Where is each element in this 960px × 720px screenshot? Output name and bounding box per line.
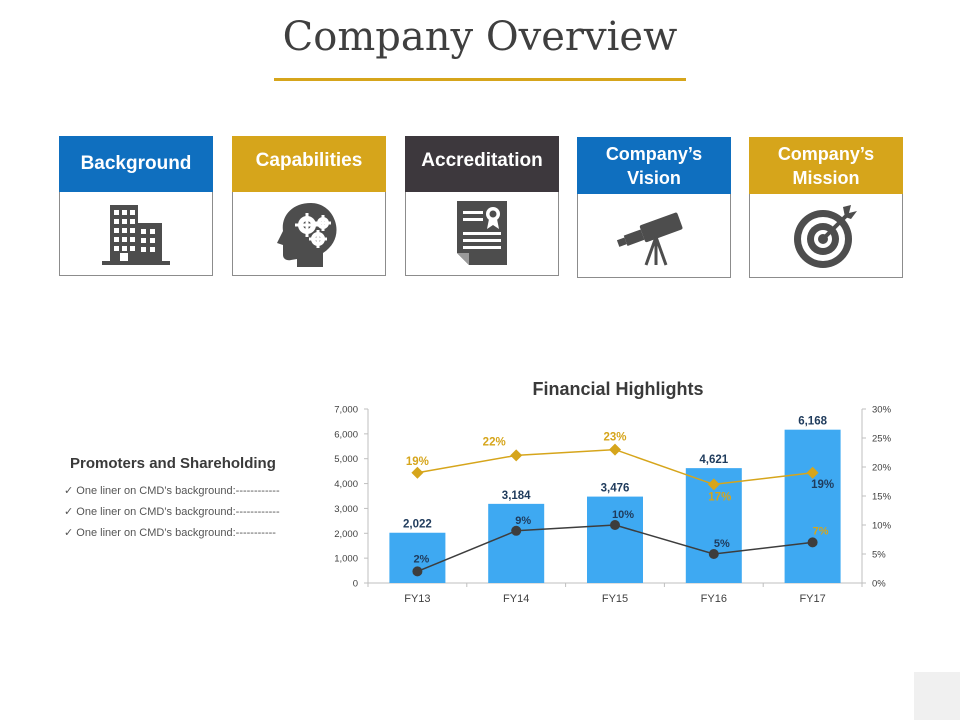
bar bbox=[784, 429, 841, 583]
promoters-title: Promoters and Shareholding bbox=[70, 455, 276, 472]
x-tick-label: FY16 bbox=[701, 593, 727, 605]
line-data-label: 17% bbox=[708, 491, 731, 503]
x-tick-label: FY17 bbox=[799, 593, 825, 605]
series-line bbox=[417, 448, 813, 486]
right-tick-label: 5% bbox=[872, 550, 886, 561]
line-marker bbox=[609, 443, 621, 456]
card-mission-body bbox=[749, 194, 903, 278]
left-tick-label: 0 bbox=[353, 579, 358, 590]
left-tick-label: 6,000 bbox=[334, 429, 358, 440]
line-marker bbox=[412, 566, 423, 577]
building-icon bbox=[102, 204, 170, 265]
bar bbox=[488, 503, 545, 583]
line-data-label: 19% bbox=[406, 456, 429, 468]
card-accreditation-body bbox=[405, 192, 559, 276]
brain-gears-icon bbox=[277, 202, 337, 267]
promoters-item: ✓ One liner on CMD’s background:--------… bbox=[64, 485, 280, 497]
promoters-item: ✓ One liner on CMD’s background:--------… bbox=[64, 527, 276, 539]
bar-data-label: 2,022 bbox=[403, 519, 432, 531]
card-vision-body bbox=[577, 194, 731, 278]
corner-panel bbox=[914, 672, 960, 720]
card-vision[interactable]: Company’s Vision bbox=[577, 137, 731, 278]
right-tick-label: 20% bbox=[872, 463, 892, 474]
line-marker bbox=[511, 525, 522, 536]
bar bbox=[389, 532, 446, 583]
card-background[interactable]: Background bbox=[59, 136, 213, 276]
line-marker bbox=[707, 478, 720, 491]
card-accreditation-label: Accreditation bbox=[421, 150, 543, 171]
certificate-icon bbox=[457, 200, 507, 265]
left-tick-label: 7,000 bbox=[334, 405, 358, 416]
line-data-label: 22% bbox=[483, 436, 506, 448]
promoters-item: ✓ One liner on CMD’s background:--------… bbox=[64, 506, 280, 518]
x-tick-label: FY15 bbox=[602, 593, 628, 605]
line-marker bbox=[807, 537, 818, 548]
x-tick-label: FY14 bbox=[503, 593, 529, 605]
bar-data-label: 3,476 bbox=[601, 483, 630, 495]
left-tick-label: 5,000 bbox=[334, 454, 358, 465]
x-tick-label: FY13 bbox=[404, 593, 430, 605]
line-data-label: 7% bbox=[813, 525, 829, 537]
right-tick-label: 30% bbox=[872, 405, 892, 416]
card-capabilities-body bbox=[232, 192, 386, 276]
title-underline bbox=[274, 78, 686, 81]
card-vision-header: Company’s Vision bbox=[577, 137, 731, 194]
line-marker bbox=[510, 449, 523, 462]
page-title: Company Overview bbox=[282, 14, 678, 60]
bar bbox=[685, 468, 742, 583]
card-mission[interactable]: Company’s Mission bbox=[749, 137, 903, 278]
card-vision-label: Company’s Vision bbox=[605, 143, 703, 188]
target-icon bbox=[794, 204, 857, 268]
card-capabilities[interactable]: Capabilities bbox=[232, 136, 386, 276]
line-data-label: 19% bbox=[811, 479, 834, 491]
card-capabilities-header: Capabilities bbox=[232, 136, 386, 192]
right-tick-label: 0% bbox=[872, 579, 886, 590]
card-accreditation-header: Accreditation bbox=[405, 136, 559, 192]
bar bbox=[587, 496, 643, 583]
line-marker bbox=[708, 549, 719, 559]
right-tick-label: 15% bbox=[872, 492, 892, 503]
bar-data-label: 6,168 bbox=[798, 416, 827, 428]
line-data-label: 9% bbox=[515, 515, 531, 527]
line-data-label: 2% bbox=[413, 553, 429, 565]
bar-data-label: 4,621 bbox=[699, 454, 728, 466]
line-marker bbox=[411, 466, 424, 479]
card-background-header: Background bbox=[59, 136, 213, 192]
left-tick-label: 4,000 bbox=[334, 479, 358, 490]
line-marker bbox=[610, 520, 620, 530]
chart-title: Financial Highlights bbox=[532, 379, 704, 399]
card-accreditation[interactable]: Accreditation bbox=[405, 136, 559, 276]
series-line bbox=[417, 524, 813, 573]
card-mission-label: Company’s Mission bbox=[777, 143, 875, 188]
line-data-label: 5% bbox=[714, 538, 730, 550]
bar-data-label: 3,184 bbox=[502, 490, 531, 502]
left-tick-label: 1,000 bbox=[334, 554, 358, 565]
card-background-label: Background bbox=[80, 153, 192, 174]
line-data-label: 23% bbox=[603, 432, 626, 444]
left-tick-label: 2,000 bbox=[334, 529, 358, 540]
card-background-body bbox=[59, 192, 213, 276]
left-tick-label: 3,000 bbox=[334, 504, 358, 515]
right-tick-label: 10% bbox=[872, 521, 892, 532]
line-data-label: 10% bbox=[612, 509, 634, 521]
telescope-icon bbox=[616, 212, 683, 266]
card-mission-header: Company’s Mission bbox=[749, 137, 903, 194]
card-capabilities-label: Capabilities bbox=[255, 150, 363, 171]
right-tick-label: 25% bbox=[872, 434, 892, 445]
line-marker bbox=[806, 466, 819, 479]
